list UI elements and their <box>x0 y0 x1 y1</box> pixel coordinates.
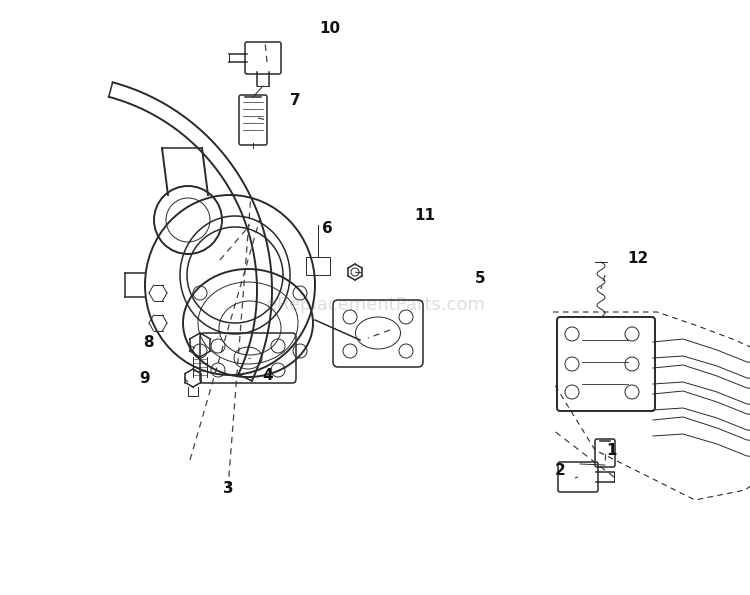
Text: 12: 12 <box>627 250 649 265</box>
Text: 4: 4 <box>262 368 273 383</box>
Text: 11: 11 <box>415 208 436 223</box>
Text: 3: 3 <box>223 481 233 496</box>
Bar <box>306 257 330 275</box>
Text: 10: 10 <box>320 20 340 36</box>
Text: 5: 5 <box>475 271 485 286</box>
Text: 2: 2 <box>554 462 566 478</box>
Text: 1: 1 <box>607 443 617 458</box>
Text: 8: 8 <box>142 334 153 349</box>
Text: 6: 6 <box>322 221 332 236</box>
Text: 9: 9 <box>140 371 150 386</box>
Text: 7: 7 <box>290 92 300 108</box>
Text: eReplacementParts.com: eReplacementParts.com <box>266 296 484 314</box>
